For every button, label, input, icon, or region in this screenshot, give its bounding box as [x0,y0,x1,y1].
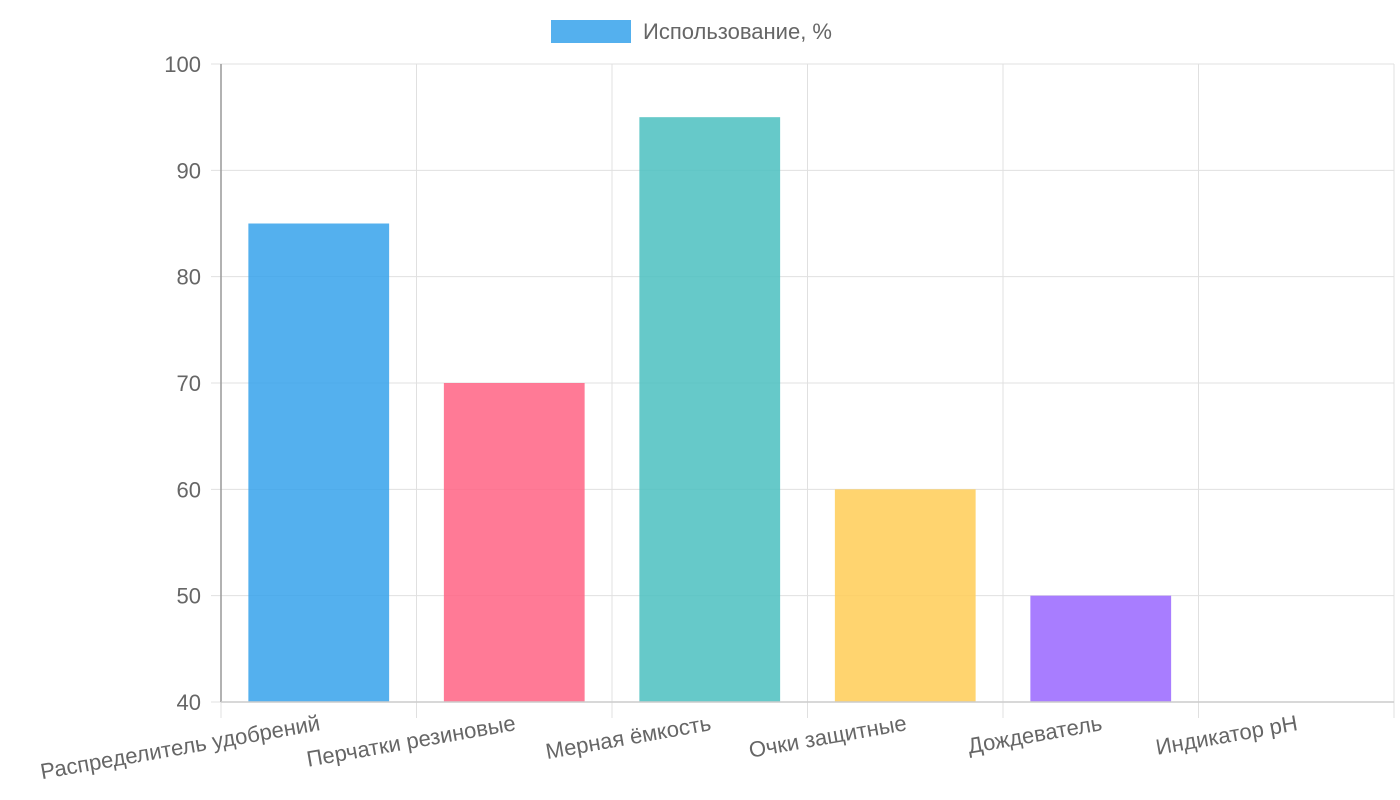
bar[interactable] [443,383,585,702]
axes [220,64,1394,703]
x-tick-label: Очки защитные [747,710,909,762]
bars [248,117,1172,703]
bar[interactable] [639,117,781,702]
y-tick-label: 90 [177,158,201,183]
legend-swatch [551,20,631,43]
x-tick-label: Распределитель удобрений [38,710,321,784]
bar[interactable] [834,489,976,702]
y-tick-label: 60 [177,477,201,502]
y-axis-ticks: 100 90 80 70 60 50 40 [164,52,201,715]
y-tick-label: 80 [177,265,201,290]
legend-label: Использование, % [643,19,832,44]
y-tick-label: 70 [177,371,201,396]
bar[interactable] [1030,595,1172,702]
x-tick-label: Мерная ёмкость [544,710,713,764]
x-tick-label: Дождеватель [966,710,1104,758]
grid-lines [211,63,1395,718]
x-tick-label: Перчатки резиновые [305,710,518,771]
x-tick-label: Индикатор pH [1154,710,1300,760]
y-tick-label: 100 [164,52,201,77]
bar[interactable] [248,223,390,703]
y-tick-label: 40 [177,690,201,715]
legend[interactable]: Использование, % [551,19,832,44]
y-tick-label: 50 [177,584,201,609]
